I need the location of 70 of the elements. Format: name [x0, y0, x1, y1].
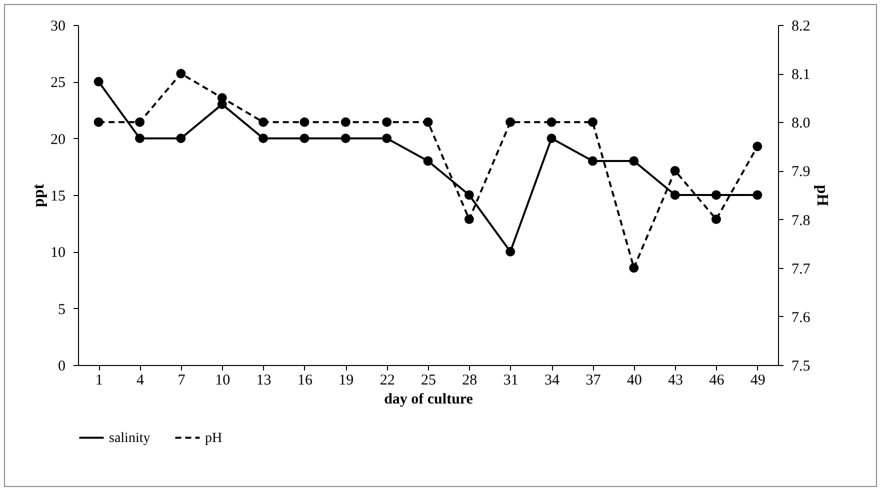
y2-tick-label: 7.8 [792, 212, 810, 229]
x-tick-label: 10 [215, 372, 230, 388]
x-tick-label: 25 [421, 372, 436, 388]
x-tick-label: 4 [136, 372, 145, 388]
y2-tick-label: 7.5 [792, 358, 810, 374]
point [506, 117, 516, 127]
point [629, 263, 639, 273]
point [382, 117, 392, 127]
x-tick-label: 1 [95, 372, 103, 388]
y-tick-label: 10 [50, 245, 66, 262]
y-tick-label: 15 [50, 188, 66, 204]
y2-tick-label: 8.0 [792, 116, 810, 132]
point [176, 68, 186, 78]
point [423, 156, 433, 166]
y-tick-label: 30 [50, 18, 66, 34]
y-tick-label: 25 [50, 75, 66, 92]
point [711, 190, 721, 200]
point [464, 190, 474, 200]
x-tick-label: 40 [626, 372, 642, 388]
point [588, 117, 598, 127]
x-tick-label: 7 [178, 372, 186, 388]
point [629, 156, 639, 166]
y-tick-label: 5 [58, 302, 66, 318]
point [670, 166, 680, 176]
y2-tick-label: 8.2 [792, 18, 810, 34]
x-tick-label: 37 [586, 372, 602, 388]
point [300, 134, 310, 144]
point [258, 134, 268, 144]
x-tick-label: 28 [462, 372, 478, 388]
point [752, 190, 762, 200]
point [340, 134, 350, 144]
point [506, 246, 516, 256]
point [670, 190, 680, 200]
point [217, 93, 227, 103]
x-tick-label: 34 [544, 372, 560, 388]
point [135, 134, 145, 144]
y2-tick-label: 7.9 [792, 164, 810, 180]
legend-label: salinity [109, 430, 150, 446]
point [752, 142, 762, 152]
point [464, 214, 474, 224]
point [546, 117, 556, 127]
x-tick-label: 16 [297, 372, 313, 388]
x-axis-title: day of culture [384, 392, 474, 408]
point [711, 214, 721, 224]
y-tick-label: 0 [58, 358, 66, 374]
x-tick-label: 49 [750, 372, 766, 388]
point [340, 117, 350, 127]
y2-tick-label: 7.6 [792, 310, 811, 326]
x-tick-label: 13 [256, 372, 272, 388]
point [300, 117, 310, 127]
legend-label: pH [205, 430, 222, 446]
x-tick-label: 22 [380, 372, 395, 388]
x-tick-label: 43 [668, 372, 684, 388]
y-tick-label: 20 [50, 132, 66, 148]
y-axis-title: ppt [30, 183, 48, 208]
point [135, 117, 145, 127]
point [94, 117, 104, 127]
point [546, 134, 556, 144]
x-tick-label: 31 [503, 372, 518, 388]
point [258, 117, 268, 127]
y2-tick-label: 7.7 [792, 261, 811, 278]
y2-tick-label: 8.1 [792, 67, 810, 84]
x-tick-label: 46 [709, 372, 725, 388]
x-tick-label: 19 [338, 372, 354, 388]
point [423, 117, 433, 127]
point [94, 76, 104, 86]
point [176, 134, 186, 144]
point [382, 134, 392, 144]
y2-axis-title: pH [813, 184, 830, 207]
point [588, 156, 598, 166]
